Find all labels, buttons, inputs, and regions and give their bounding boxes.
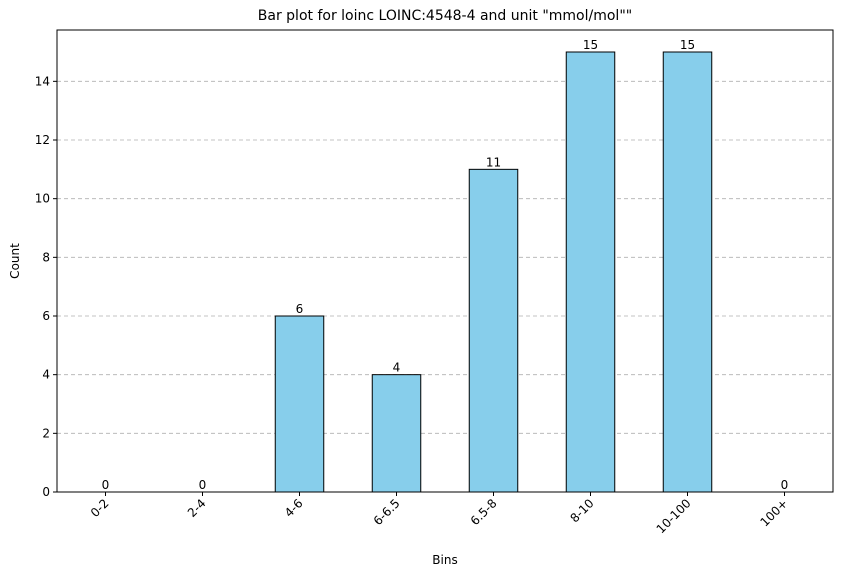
x-axis: 0-2 2-4 4-6 6-6.5 6.5-8 8-10 10-100 100+ [88, 492, 791, 536]
data-label: 11 [486, 155, 501, 169]
bar-10-100 [662, 51, 713, 493]
x-axis-label: Bins [432, 553, 457, 567]
y-axis-label: Count [8, 243, 22, 279]
y-axis: 0 2 4 6 8 10 12 14 [35, 74, 57, 499]
y-tick-label: 6 [42, 309, 50, 323]
data-label: 4 [393, 361, 401, 375]
x-tick-label: 2-4 [185, 496, 209, 520]
bar-4-6 [274, 315, 325, 493]
chart-title: Bar plot for loinc LOINC:4548-4 and unit… [258, 8, 632, 24]
data-label: 15 [680, 38, 695, 52]
x-tick-label: 8-10 [567, 496, 596, 525]
bar-6-6.5 [371, 374, 422, 493]
data-label: 0 [781, 478, 789, 492]
data-label: 0 [102, 478, 110, 492]
x-tick-label: 4-6 [282, 496, 306, 520]
y-tick-label: 10 [35, 192, 50, 206]
y-tick-label: 8 [42, 250, 50, 264]
data-label: 0 [199, 478, 207, 492]
y-tick-label: 12 [35, 133, 50, 147]
bars-layer [274, 51, 713, 493]
x-tick-label: 6-6.5 [371, 496, 403, 528]
bar-6.5-8 [468, 168, 519, 493]
y-tick-label: 4 [42, 368, 50, 382]
data-label: 6 [296, 302, 304, 316]
data-labels-layer: 0 0 6 4 11 15 15 0 [102, 38, 789, 492]
data-label: 15 [583, 38, 598, 52]
x-tick-label: 0-2 [88, 496, 112, 520]
x-tick-label: 6.5-8 [468, 496, 500, 528]
grid-layer [57, 80, 833, 493]
bar-8-10 [565, 51, 616, 493]
y-tick-label: 14 [35, 74, 50, 88]
x-tick-label: 100+ [757, 496, 790, 529]
y-tick-label: 2 [42, 426, 50, 440]
y-tick-label: 0 [42, 485, 50, 499]
x-tick-label: 10-100 [654, 496, 694, 536]
plot-frame [56, 29, 834, 493]
